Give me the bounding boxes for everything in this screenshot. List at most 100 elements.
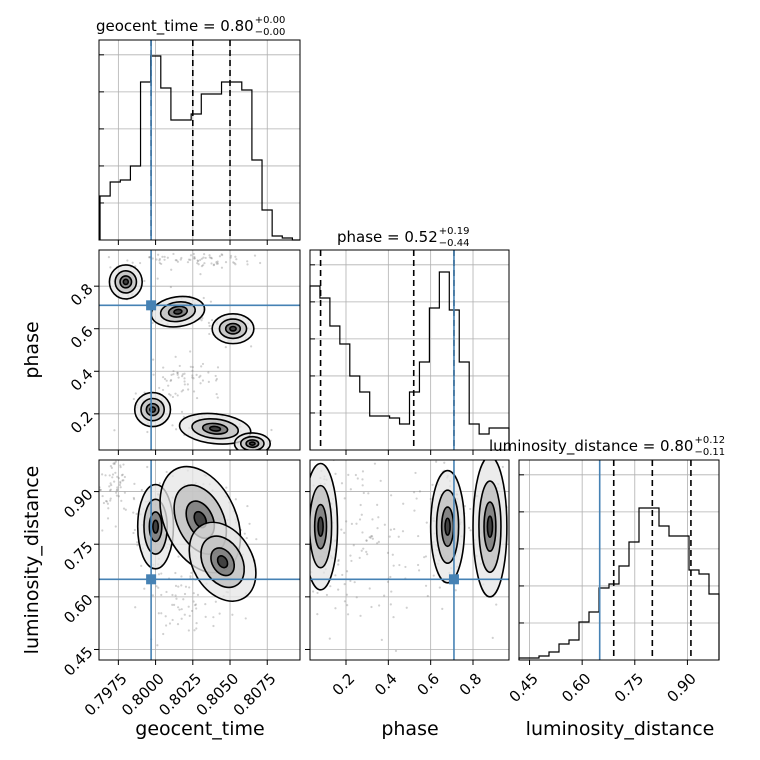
sample-point [166, 256, 169, 259]
sample-point [438, 586, 441, 589]
title-geocent_time: geocent_time = 0.80 +0.00−0.00 [96, 15, 285, 38]
sample-point [196, 262, 199, 265]
sample-point [198, 376, 201, 379]
panel-phase-vs-luminosity_distance [305, 435, 516, 665]
sample-point [176, 371, 179, 374]
sample-point [195, 396, 199, 400]
contour-line-1 [478, 480, 502, 574]
sample-point [392, 564, 395, 567]
sample-point [146, 430, 149, 434]
sample-point [246, 504, 249, 508]
sample-point [316, 613, 319, 616]
sample-point [353, 581, 356, 584]
sample-point [175, 259, 178, 262]
sample-point [207, 380, 210, 383]
sample-point [413, 509, 416, 512]
y-tick-label-luminosity_distance: 0.60 [60, 591, 96, 627]
histogram-luminosity_distance [518, 507, 720, 660]
hist-panel-phase [309, 249, 510, 455]
sample-point [362, 547, 365, 550]
sample-point [183, 380, 186, 383]
sample-point [386, 580, 390, 583]
sample-point [163, 258, 166, 261]
sample-point [132, 496, 135, 500]
sample-point [340, 482, 344, 485]
title-lower-error: −0.11 [694, 447, 725, 458]
sample-point [361, 484, 364, 487]
sample-point [391, 553, 394, 556]
sample-point [119, 486, 122, 489]
sample-point [107, 507, 110, 510]
sample-point [180, 575, 183, 578]
sample-point [106, 502, 110, 505]
sample-point [340, 528, 343, 531]
sample-point [514, 536, 516, 538]
contour-line-1 [218, 318, 248, 340]
sample-point [172, 373, 175, 376]
sample-point [161, 376, 165, 379]
sample-point [136, 544, 139, 547]
sample-point [201, 264, 205, 267]
sample-point [156, 277, 159, 280]
y-tick-label-luminosity_distance: 0.90 [60, 485, 96, 521]
sample-point [329, 585, 332, 588]
sample-point [193, 257, 196, 260]
sample-point [346, 613, 350, 616]
sample-point [332, 451, 334, 453]
y-axis-label-phase: phase [21, 321, 43, 378]
sample-point [115, 494, 119, 497]
sample-point [404, 435, 406, 437]
title-upper-error: +0.19 [439, 226, 470, 237]
sample-point [368, 587, 371, 590]
sample-point [334, 472, 337, 475]
sample-point [109, 482, 112, 485]
contour-line-2 [313, 503, 328, 550]
contour-line-1 [435, 489, 460, 564]
sample-point [367, 492, 370, 495]
sample-point [425, 521, 428, 524]
sample-point [177, 555, 180, 558]
title-upper-error: +0.12 [694, 435, 725, 446]
sample-point [365, 550, 368, 553]
sample-point [210, 262, 213, 265]
sample-point [212, 263, 216, 266]
sample-point [495, 603, 498, 606]
sample-point [165, 590, 168, 594]
sample-point [202, 256, 205, 259]
sample-point [114, 460, 117, 463]
sample-point [215, 392, 218, 396]
y-axis-label-luminosity_distance: luminosity_distance [21, 466, 43, 655]
sample-point [328, 637, 331, 640]
sample-point [180, 410, 184, 413]
contour-line-3 [248, 441, 256, 447]
sample-point [104, 474, 107, 477]
sample-point [376, 527, 379, 530]
contour-line-1 [239, 435, 265, 450]
sample-point [151, 321, 154, 325]
sample-point [402, 502, 405, 505]
sample-point [122, 463, 125, 466]
sample-point [132, 511, 135, 514]
sample-point [182, 598, 185, 601]
sample-point [423, 556, 426, 559]
sample-point [171, 603, 174, 606]
sample-point [334, 607, 337, 610]
sample-point [158, 482, 161, 485]
sample-point [204, 603, 207, 606]
x-tick-label-luminosity_distance: 0.45 [506, 670, 542, 706]
y-tick-label-phase: 0.8 [67, 280, 97, 310]
sample-point [336, 442, 338, 444]
sample-point [160, 262, 163, 266]
sample-point [212, 616, 215, 619]
sample-point [167, 384, 170, 387]
sample-point [114, 471, 117, 474]
sample-point [176, 371, 179, 375]
sample-point [191, 369, 194, 372]
sample-point [196, 259, 200, 263]
sample-point [221, 253, 224, 257]
sample-point [404, 565, 407, 569]
sample-point [115, 491, 118, 494]
sample-point [192, 390, 196, 393]
sample-point [469, 529, 472, 532]
x-axis-label-phase: phase [381, 718, 438, 740]
